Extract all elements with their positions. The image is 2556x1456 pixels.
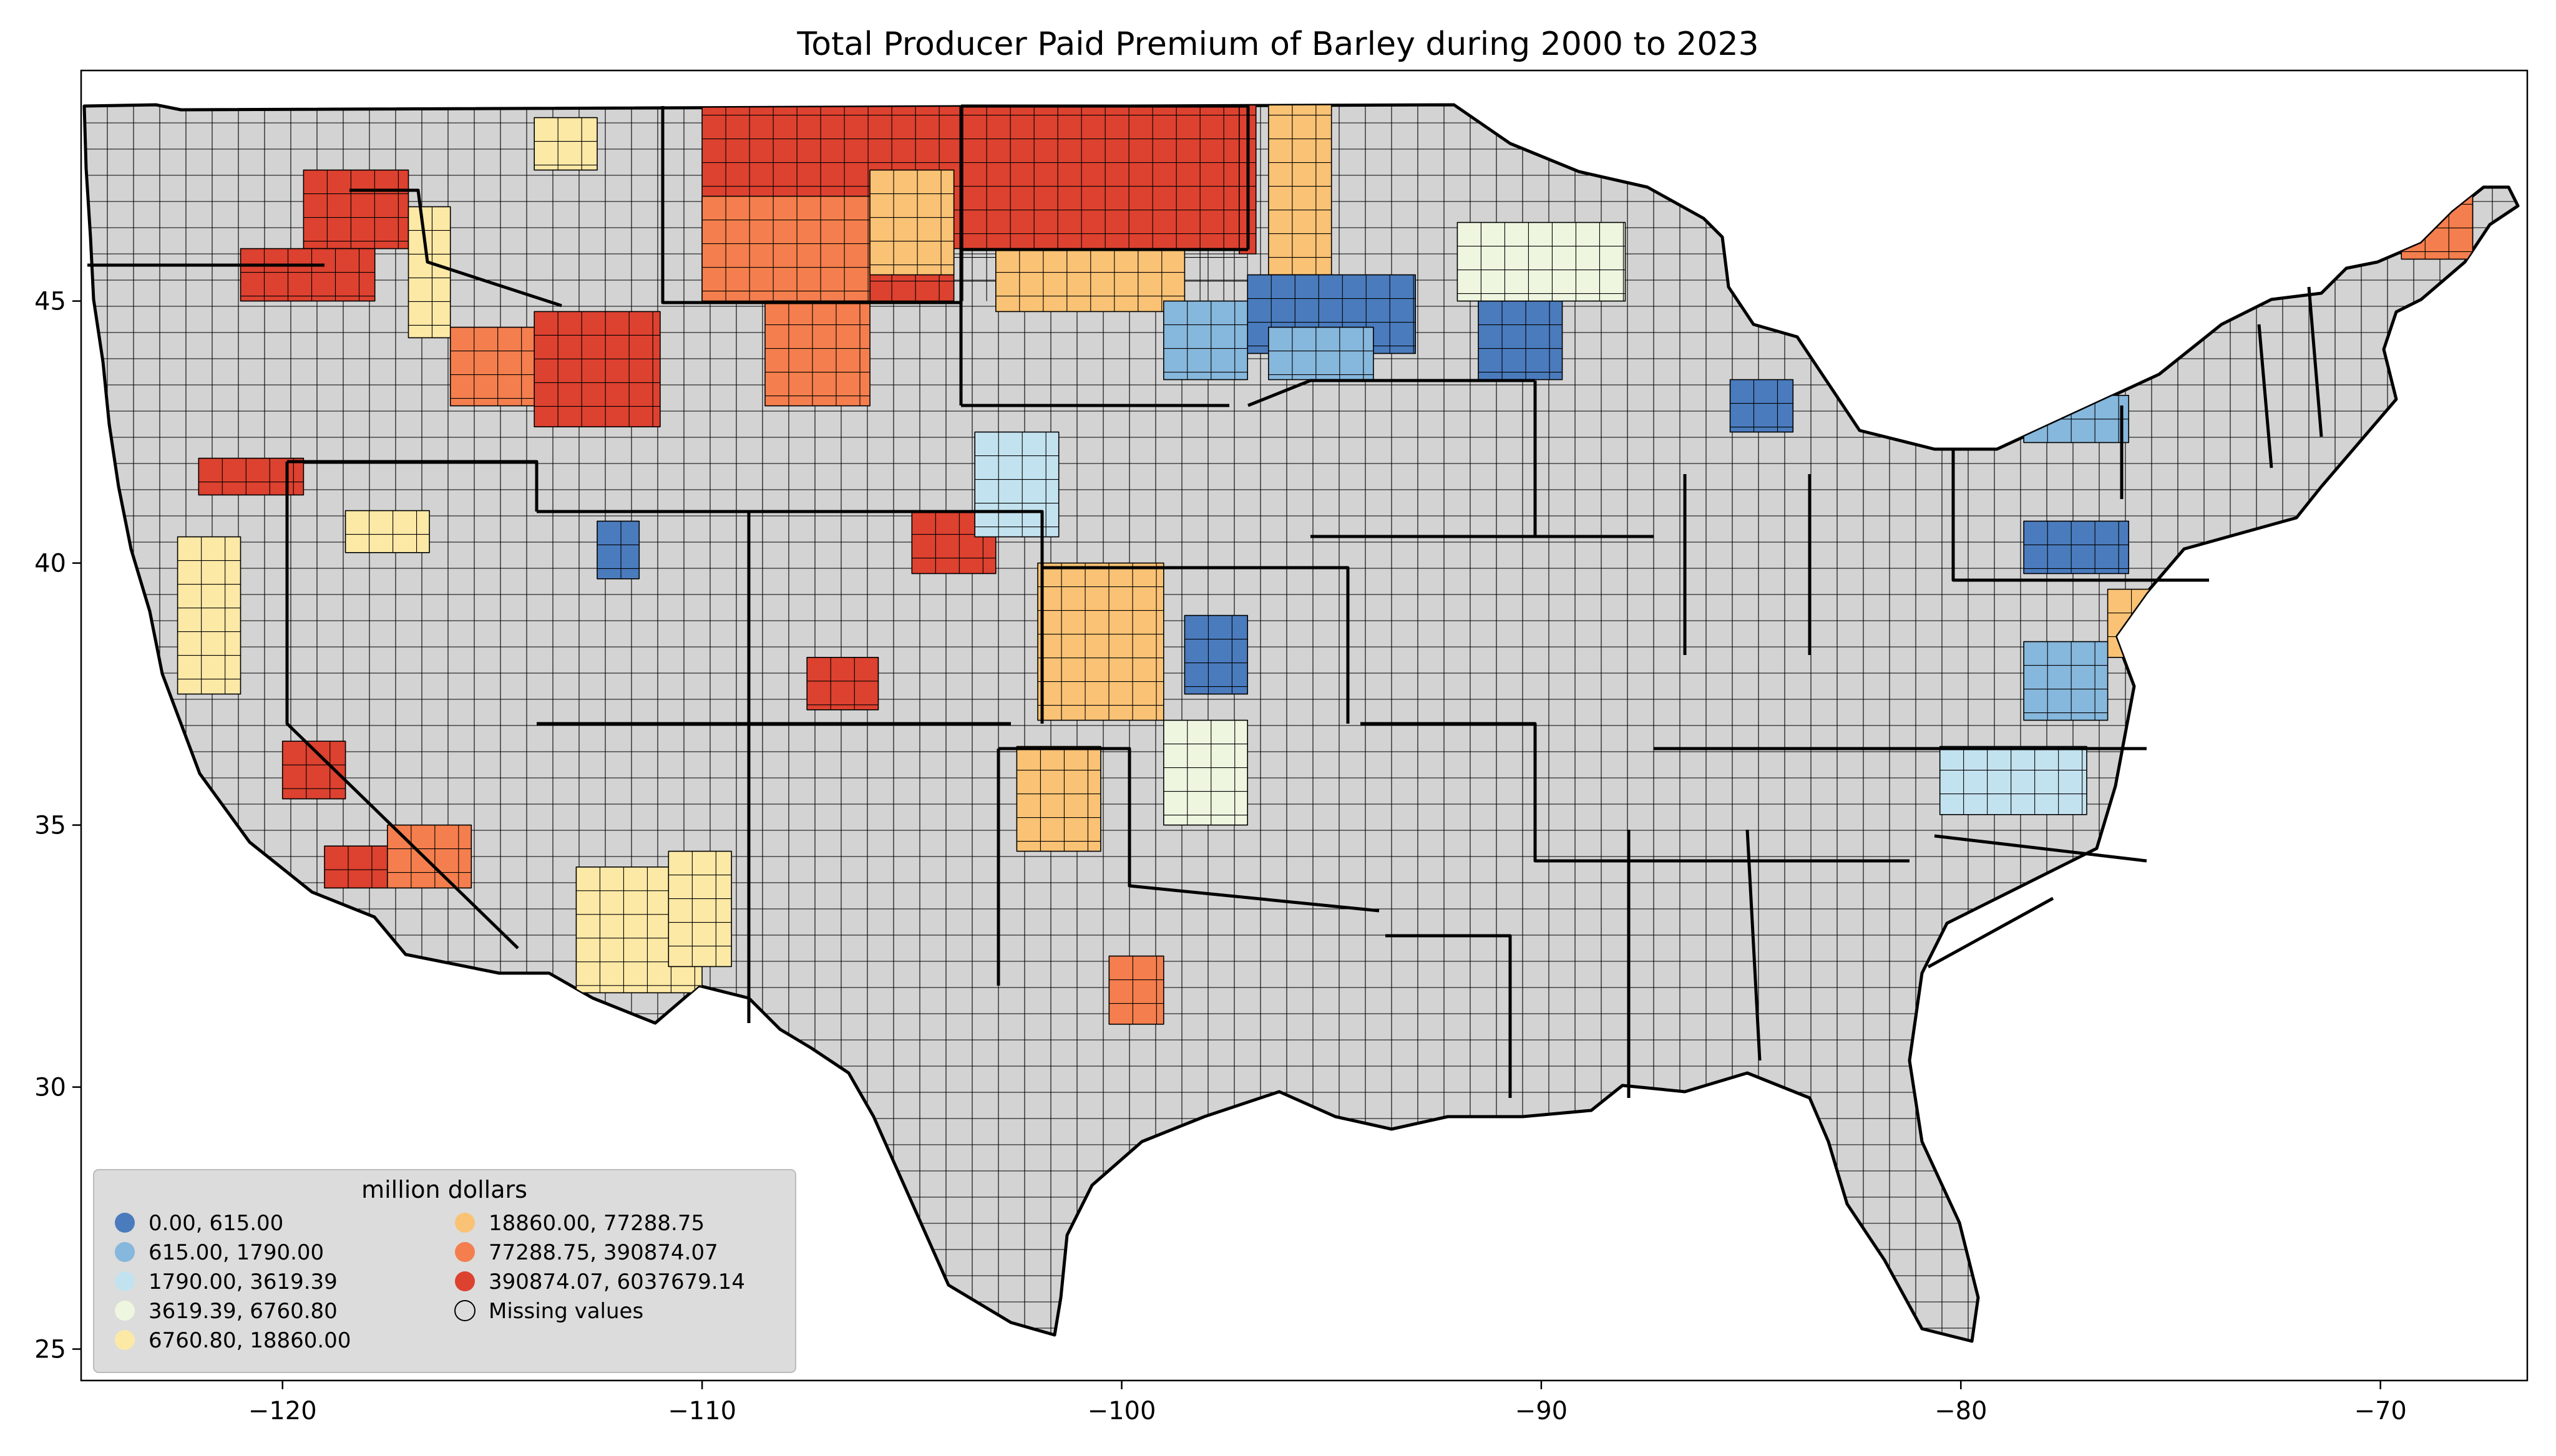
legend-swatch: [115, 1213, 135, 1233]
region-oregon-south: [198, 457, 305, 496]
x-tick-label: −90: [1515, 1397, 1568, 1425]
region-montana-west: [534, 117, 598, 171]
legend-swatch: [455, 1242, 475, 1262]
legend-swatch: [455, 1271, 475, 1291]
region-pennsylvania-south: [2023, 520, 2129, 575]
data-regions: [177, 105, 2474, 1025]
conus-landmass: [82, 103, 2520, 1343]
region-south-dakota-north: [995, 248, 1186, 313]
region-texas-panhandle: [1016, 745, 1101, 852]
x-tick-label: −80: [1934, 1397, 1987, 1425]
region-montana-central: [701, 195, 871, 302]
region-wisconsin-north: [1456, 221, 1626, 302]
legend-label: 3619.39, 6760.80: [149, 1299, 338, 1324]
y-tick-label: 35: [34, 812, 66, 840]
region-idaho-southwest: [449, 326, 535, 407]
map-title: Total Producer Paid Premium of Barley du…: [796, 26, 1758, 63]
legend-label: 390874.07, 6037679.14: [489, 1269, 745, 1294]
region-virginia-east: [2023, 641, 2109, 721]
legend-swatch: [115, 1242, 135, 1262]
region-montana-east: [869, 169, 955, 276]
legend-label: 6760.80, 18860.00: [149, 1328, 351, 1353]
map-axes: −120 −110 −100 −90 −80 −70 25 30 35 40 45: [34, 69, 2529, 1425]
y-tick-label: 45: [34, 288, 66, 316]
legend-label: 1790.00, 3619.39: [149, 1269, 338, 1294]
region-arizona-east: [668, 850, 732, 968]
x-tick-label: −100: [1088, 1397, 1156, 1425]
region-north-carolina-central: [1939, 745, 2087, 815]
y-axis-ticks: 25 30 35 40 45: [34, 288, 81, 1364]
region-idaho-east: [534, 311, 661, 428]
region-minnesota-northwest: [1268, 105, 1332, 276]
region-south-dakota-east: [1163, 300, 1248, 381]
state-boundaries: [87, 104, 2323, 1098]
legend-swatch: [115, 1301, 135, 1321]
legend-label: 615.00, 1790.00: [149, 1240, 324, 1265]
legend-label: 18860.00, 77288.75: [489, 1211, 705, 1236]
region-oregon-north: [240, 248, 376, 302]
x-axis-ticks: −120 −110 −100 −90 −80 −70: [248, 1381, 2407, 1425]
legend: million dollars 0.00, 615.00 615.00, 1790…: [93, 1169, 796, 1373]
region-michigan-south: [1729, 379, 1794, 433]
legend-title: million dollars: [361, 1176, 527, 1203]
region-oklahoma-north: [1163, 719, 1248, 826]
legend-box: [93, 1169, 796, 1373]
legend-swatch: [455, 1213, 475, 1233]
legend-swatch: [115, 1330, 135, 1350]
legend-label: 0.00, 615.00: [149, 1211, 283, 1236]
legend-label: Missing values: [489, 1299, 643, 1324]
x-tick-label: −120: [248, 1397, 317, 1425]
y-tick-label: 30: [34, 1074, 66, 1102]
y-tick-label: 40: [34, 550, 66, 578]
region-nevada-north: [344, 510, 430, 553]
x-tick-label: −70: [2354, 1397, 2406, 1425]
region-colorado-south: [806, 657, 879, 711]
legend-entries: 0.00, 615.00 615.00, 1790.00 1790.00, 3619…: [115, 1211, 745, 1353]
region-minnesota-south: [1268, 326, 1374, 381]
region-washington-east: [303, 169, 409, 250]
x-tick-label: −110: [668, 1397, 736, 1425]
region-wyoming-north: [764, 300, 871, 407]
y-tick-label: 25: [34, 1336, 66, 1364]
region-utah-north: [597, 520, 640, 580]
region-texas-central: [1108, 955, 1164, 1025]
legend-label: 77288.75, 390874.07: [489, 1240, 718, 1265]
region-idaho-north: [407, 206, 451, 339]
legend-swatch: [115, 1271, 135, 1291]
region-kansas-central: [1184, 614, 1248, 695]
region-california-south: [324, 845, 388, 889]
legend-swatch: [454, 1300, 476, 1321]
